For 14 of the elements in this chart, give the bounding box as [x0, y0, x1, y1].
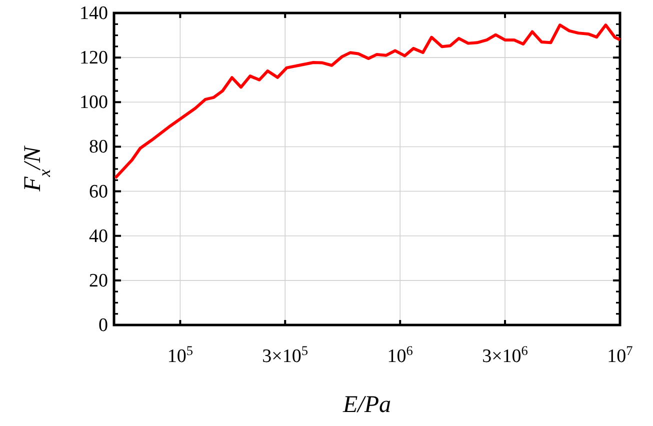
y-tick-label: 100 [80, 92, 108, 114]
y-tick-label: 0 [98, 315, 108, 336]
x-axis-title: E/Pa [342, 392, 391, 418]
y-tick-label: 120 [80, 48, 108, 69]
x-tick-label: 3×10$^{6}$ [482, 342, 528, 367]
y-tick-label: 20 [89, 270, 108, 292]
x-tick-label: 3×10$^{5}$ [262, 342, 308, 367]
y-tick-label: 80 [89, 136, 108, 158]
y-tick-label: 60 [89, 181, 108, 202]
x-tick-label: 10$^{5}$ [167, 342, 194, 367]
y-tick-label: 140 [80, 3, 108, 24]
x-tick-label: 10$^{6}$ [387, 342, 414, 367]
y-tick-label: 40 [89, 226, 108, 247]
x-tick-label: 10$^{7}$ [607, 342, 634, 367]
